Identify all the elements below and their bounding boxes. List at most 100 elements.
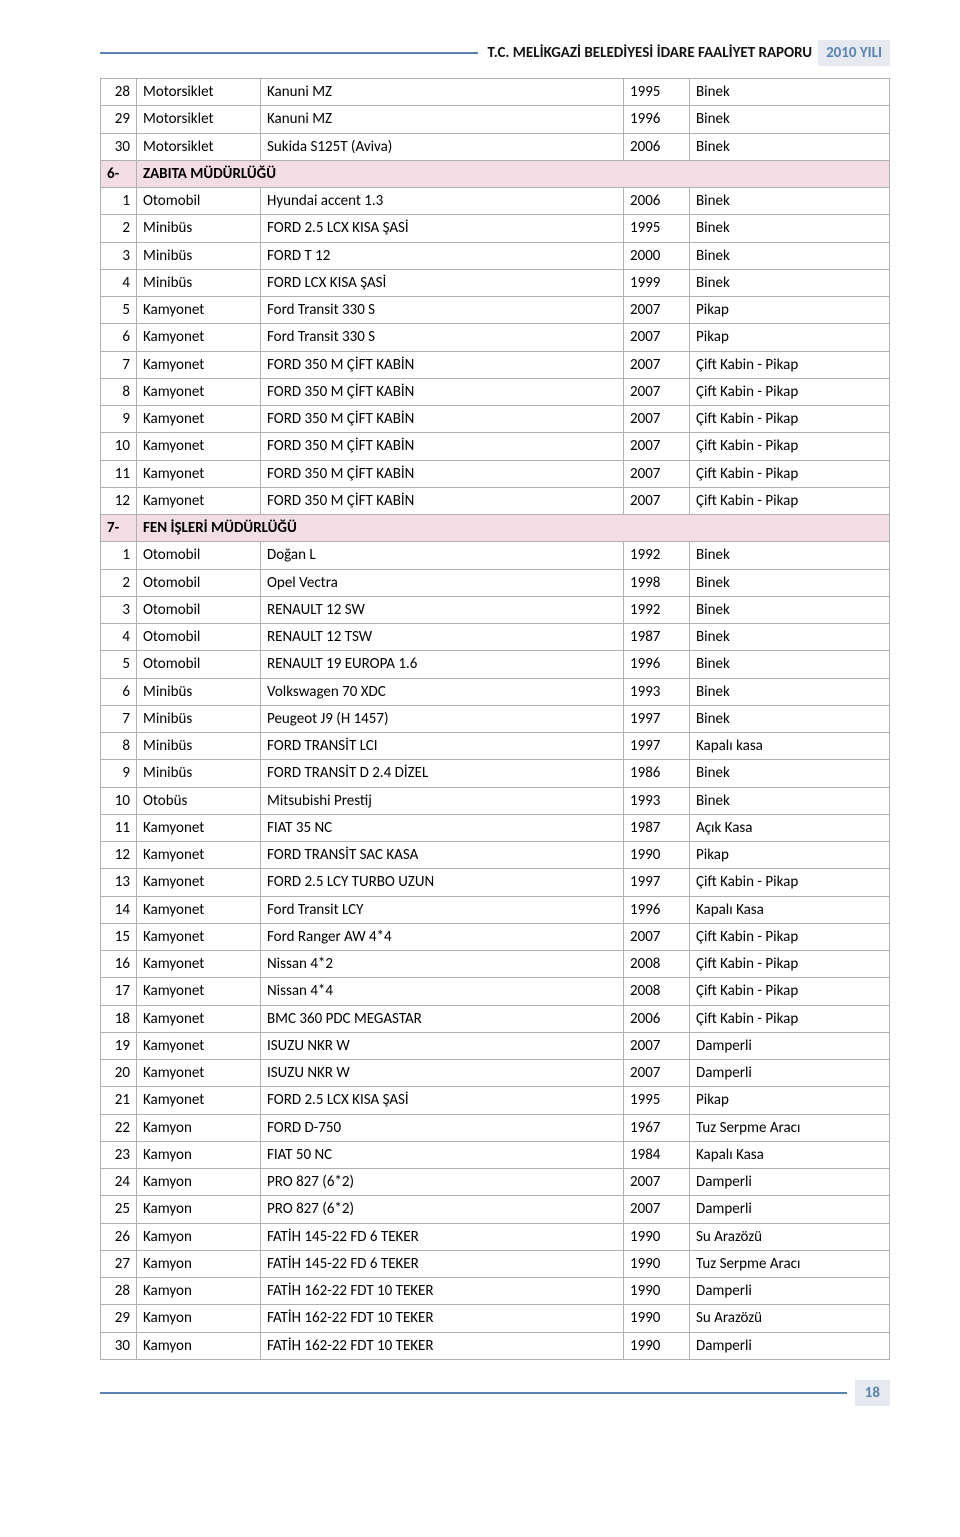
vehicle-model: FORD LCX KISA ŞASİ [261, 269, 624, 296]
vehicle-model: FORD 350 M ÇİFT KABİN [261, 433, 624, 460]
vehicle-model: Doğan L [261, 542, 624, 569]
vehicle-year: 2008 [624, 978, 690, 1005]
vehicle-type: Otomobil [137, 596, 261, 623]
vehicle-year: 2007 [624, 1196, 690, 1223]
table-row: 3MinibüsFORD T 122000Binek [101, 242, 890, 269]
vehicle-year: 1990 [624, 842, 690, 869]
vehicle-year: 2007 [624, 487, 690, 514]
vehicle-year: 2007 [624, 1032, 690, 1059]
vehicle-model: RENAULT 12 SW [261, 596, 624, 623]
vehicle-year: 2007 [624, 378, 690, 405]
vehicle-year: 1993 [624, 787, 690, 814]
vehicle-type: Minibüs [137, 705, 261, 732]
row-index: 25 [101, 1196, 137, 1223]
vehicle-model: FORD 350 M ÇİFT KABİN [261, 378, 624, 405]
vehicle-type: Kamyonet [137, 297, 261, 324]
row-index: 2 [101, 569, 137, 596]
vehicle-type: Kamyonet [137, 1032, 261, 1059]
vehicle-year: 1997 [624, 705, 690, 732]
vehicle-model: FORD 2.5 LCX KISA ŞASİ [261, 215, 624, 242]
row-index: 8 [101, 378, 137, 405]
vehicle-category: Su Arazözü [690, 1305, 890, 1332]
vehicle-year: 2007 [624, 1060, 690, 1087]
table-row: 3OtomobilRENAULT 12 SW1992Binek [101, 596, 890, 623]
row-index: 28 [101, 79, 137, 106]
vehicle-category: Tuz Serpme Aracı [690, 1114, 890, 1141]
vehicle-type: Kamyon [137, 1250, 261, 1277]
row-index: 23 [101, 1141, 137, 1168]
vehicle-category: Binek [690, 678, 890, 705]
vehicle-model: Kanuni MZ [261, 79, 624, 106]
table-row: 5OtomobilRENAULT 19 EUROPA 1.61996Binek [101, 651, 890, 678]
vehicle-type: Minibüs [137, 760, 261, 787]
vehicle-type: Kamyonet [137, 814, 261, 841]
vehicle-type: Motorsiklet [137, 79, 261, 106]
table-row: 10OtobüsMitsubishi Prestij1993Binek [101, 787, 890, 814]
vehicle-category: Damperli [690, 1032, 890, 1059]
row-index: 28 [101, 1278, 137, 1305]
footer-rule [100, 1392, 847, 1394]
vehicle-model: Hyundai accent 1.3 [261, 188, 624, 215]
vehicle-model: ISUZU NKR W [261, 1060, 624, 1087]
vehicle-category: Binek [690, 569, 890, 596]
vehicle-type: Otomobil [137, 569, 261, 596]
table-row: 11KamyonetFORD 350 M ÇİFT KABİN2007Çift … [101, 460, 890, 487]
page-footer: 18 [100, 1380, 890, 1406]
vehicle-type: Kamyon [137, 1305, 261, 1332]
vehicle-type: Minibüs [137, 733, 261, 760]
row-index: 12 [101, 487, 137, 514]
vehicle-type: Kamyon [137, 1196, 261, 1223]
row-index: 16 [101, 951, 137, 978]
table-row: 30MotorsikletSukida S125T (Aviva)2006Bin… [101, 133, 890, 160]
vehicle-category: Binek [690, 705, 890, 732]
row-index: 1 [101, 542, 137, 569]
row-index: 3 [101, 242, 137, 269]
table-row: 5KamyonetFord Transit 330 S2007Pikap [101, 297, 890, 324]
row-index: 11 [101, 814, 137, 841]
vehicle-type: Kamyonet [137, 351, 261, 378]
vehicle-year: 1987 [624, 814, 690, 841]
table-row: 13KamyonetFORD 2.5 LCY TURBO UZUN1997Çif… [101, 869, 890, 896]
table-row: 12KamyonetFORD 350 M ÇİFT KABİN2007Çift … [101, 487, 890, 514]
section-label: FEN İŞLERİ MÜDÜRLÜĞÜ [137, 515, 890, 542]
table-row: 18KamyonetBMC 360 PDC MEGASTAR2006Çift K… [101, 1005, 890, 1032]
vehicle-model: RENAULT 19 EUROPA 1.6 [261, 651, 624, 678]
vehicle-model: Volkswagen 70 XDC [261, 678, 624, 705]
vehicle-model: FORD 350 M ÇİFT KABİN [261, 487, 624, 514]
vehicle-year: 1990 [624, 1332, 690, 1359]
vehicle-model: Opel Vectra [261, 569, 624, 596]
row-index: 6 [101, 678, 137, 705]
row-index: 19 [101, 1032, 137, 1059]
vehicle-type: Kamyon [137, 1223, 261, 1250]
vehicle-category: Damperli [690, 1278, 890, 1305]
vehicle-category: Çift Kabin - Pikap [690, 351, 890, 378]
vehicle-year: 1990 [624, 1278, 690, 1305]
vehicle-model: Ford Transit 330 S [261, 297, 624, 324]
vehicle-category: Damperli [690, 1060, 890, 1087]
table-row: 9MinibüsFORD TRANSİT D 2.4 DİZEL1986Bine… [101, 760, 890, 787]
vehicle-year: 2000 [624, 242, 690, 269]
vehicle-type: Kamyon [137, 1141, 261, 1168]
vehicle-year: 1998 [624, 569, 690, 596]
table-row: 28MotorsikletKanuni MZ1995Binek [101, 79, 890, 106]
vehicle-model: FORD 2.5 LCY TURBO UZUN [261, 869, 624, 896]
vehicle-year: 1999 [624, 269, 690, 296]
row-index: 4 [101, 624, 137, 651]
table-row: 10KamyonetFORD 350 M ÇİFT KABİN2007Çift … [101, 433, 890, 460]
vehicle-type: Kamyonet [137, 460, 261, 487]
table-row: 20KamyonetISUZU NKR W2007Damperli [101, 1060, 890, 1087]
vehicle-category: Pikap [690, 842, 890, 869]
vehicle-type: Kamyonet [137, 896, 261, 923]
vehicle-type: Kamyonet [137, 433, 261, 460]
vehicle-category: Kapalı Kasa [690, 1141, 890, 1168]
table-row: 21KamyonetFORD 2.5 LCX KISA ŞASİ1995Pika… [101, 1087, 890, 1114]
vehicle-model: FORD T 12 [261, 242, 624, 269]
vehicle-model: FATİH 145-22 FD 6 TEKER [261, 1223, 624, 1250]
vehicle-category: Binek [690, 188, 890, 215]
vehicle-category: Kapalı kasa [690, 733, 890, 760]
table-row: 1OtomobilHyundai accent 1.32006Binek [101, 188, 890, 215]
vehicle-model: Nissan 4*4 [261, 978, 624, 1005]
vehicle-category: Çift Kabin - Pikap [690, 951, 890, 978]
vehicle-type: Kamyon [137, 1332, 261, 1359]
row-index: 7 [101, 351, 137, 378]
